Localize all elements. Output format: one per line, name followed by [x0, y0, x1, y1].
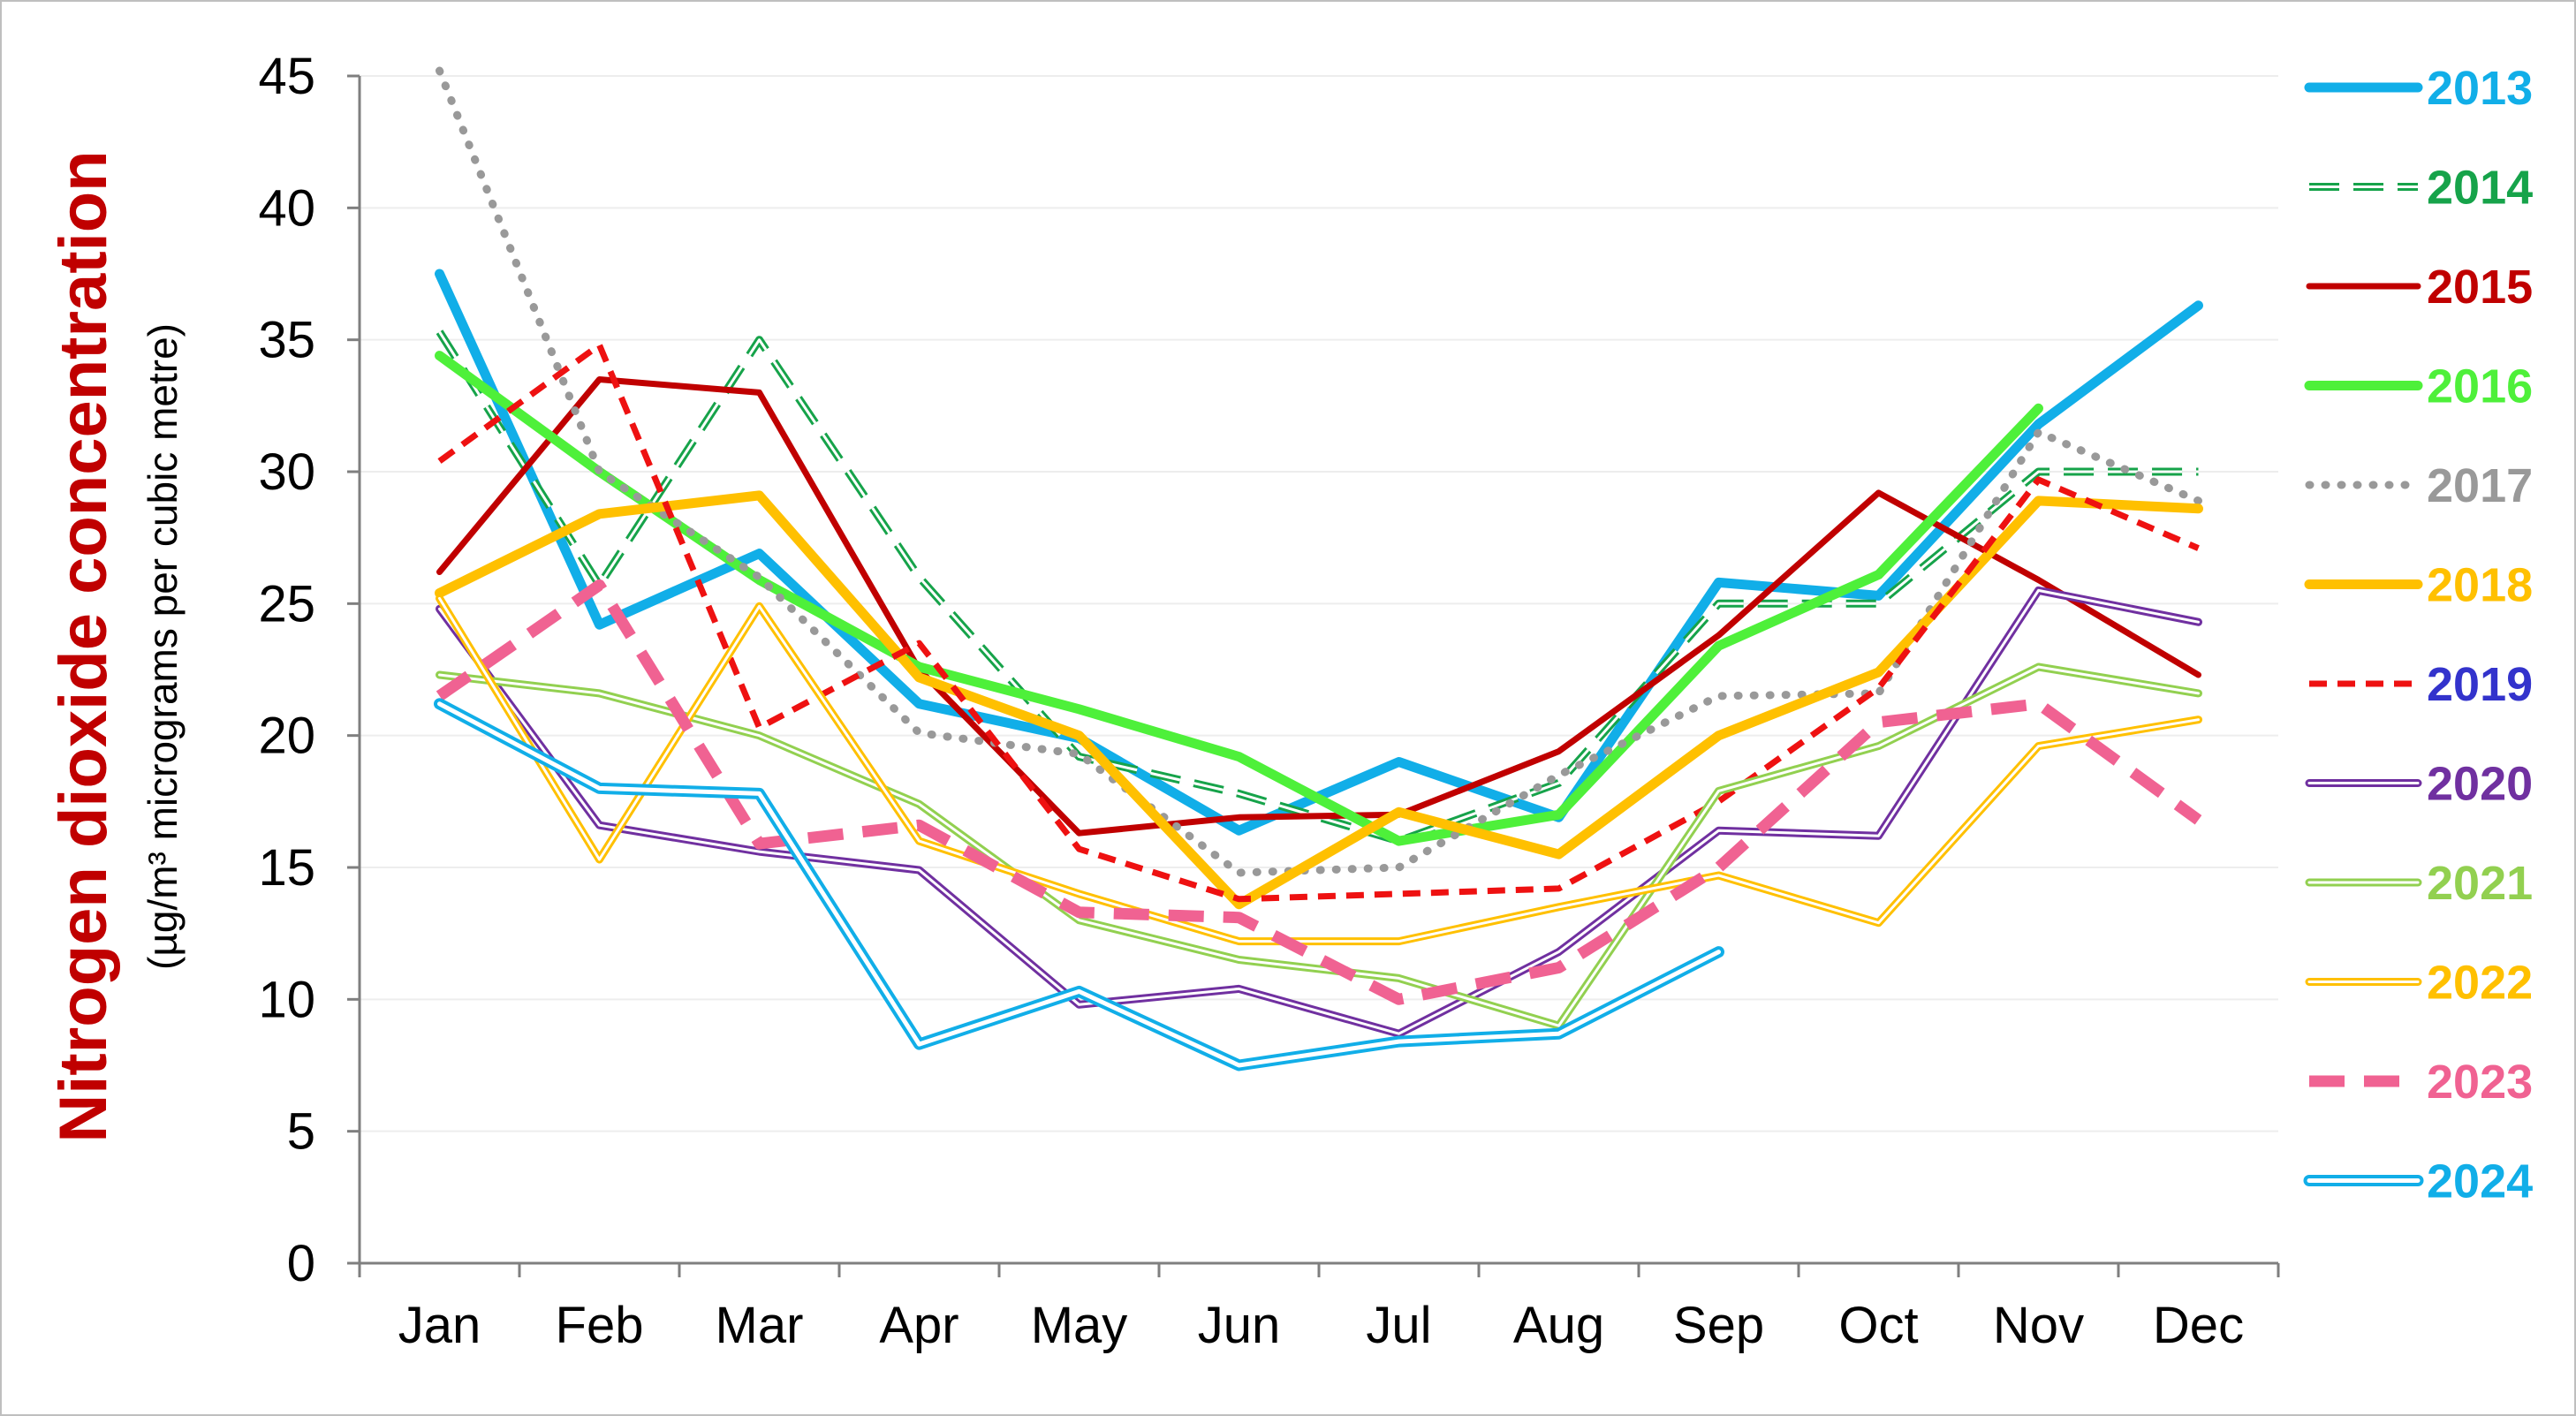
legend-item-2022: 2022	[2305, 957, 2533, 1010]
legend-label: 2023	[2427, 1056, 2533, 1109]
legend-label: 2019	[2427, 658, 2533, 711]
x-tick-label: Jun	[1198, 1297, 1281, 1354]
legend: 2013 2014 2015 2016 2017 2018 2019 2020 2021 2022…	[2303, 62, 2533, 1208]
y-tick-label: 5	[287, 1103, 315, 1161]
series-line-2020	[436, 586, 2202, 1038]
y-tick-label: 20	[258, 708, 315, 765]
legend-label: 2022	[2427, 957, 2533, 1010]
series-line-2015	[436, 376, 2201, 837]
legend-label: 2024	[2427, 1155, 2533, 1208]
series-line-2021	[436, 663, 2202, 1030]
legend-item-2017: 2017	[2305, 459, 2533, 512]
series-lines	[434, 66, 2203, 1071]
series-line-2024	[434, 698, 1724, 1071]
legend-item-2014: 2014	[2309, 162, 2533, 215]
legend-label: 2015	[2427, 261, 2533, 314]
y-tick-label: 15	[258, 839, 315, 897]
axes: 0 5 10 15 20 25 30 35 40 45 Jan Feb Mar Apr May Jun Jul A…	[258, 48, 2280, 1354]
legend-item-2019: 2019	[2309, 658, 2533, 711]
x-tick-label: Nov	[1993, 1297, 2084, 1354]
legend-label: 2020	[2427, 758, 2533, 811]
series-line-2019	[437, 342, 2200, 903]
series-line-2018	[435, 490, 2203, 910]
y-tick-label: 35	[258, 312, 315, 369]
legend-label: 2016	[2427, 360, 2533, 413]
legend-item-2021: 2021	[2305, 857, 2533, 910]
y-tick-label: 45	[258, 48, 315, 105]
y-tick-label: 40	[258, 179, 315, 237]
x-tick-label: Oct	[1838, 1297, 1918, 1354]
legend-label: 2021	[2427, 857, 2533, 910]
x-tick-label: Jul	[1366, 1297, 1431, 1354]
legend-item-2024: 2024	[2303, 1155, 2533, 1208]
legend-item-2020: 2020	[2305, 758, 2533, 811]
legend-label: 2014	[2427, 162, 2533, 215]
y-tick-label: 25	[258, 575, 315, 632]
y-tick-label: 10	[258, 971, 315, 1028]
legend-item-2013: 2013	[2304, 62, 2533, 115]
legend-label: 2017	[2427, 459, 2533, 512]
y-tick-label: 0	[287, 1235, 315, 1292]
legend-item-2018: 2018	[2304, 559, 2533, 612]
legend-label: 2013	[2427, 62, 2533, 115]
x-tick-label: Mar	[716, 1297, 804, 1354]
legend-item-2023: 2023	[2309, 1056, 2533, 1109]
series-line-2022	[436, 594, 2202, 946]
y-axis-subtitle: (µg/m³ micrograms per cubic metre)	[140, 323, 186, 970]
x-tick-label: May	[1031, 1297, 1128, 1354]
x-tick-label: Apr	[879, 1297, 958, 1354]
x-tick-label: Feb	[556, 1297, 644, 1354]
series-line-2014	[436, 329, 2199, 845]
y-tick-label: 30	[258, 443, 315, 501]
legend-label: 2018	[2427, 559, 2533, 612]
x-tick-label: Dec	[2153, 1297, 2244, 1354]
series-line-2023	[436, 579, 2202, 1005]
x-tick-label: Aug	[1513, 1297, 1604, 1354]
legend-item-2015: 2015	[2306, 261, 2533, 314]
x-tick-label: Jan	[398, 1297, 481, 1354]
legend-item-2016: 2016	[2304, 360, 2533, 413]
x-tick-label: Sep	[1673, 1297, 1764, 1354]
y-axis-title: Nitrogen dioxide concentration	[46, 150, 121, 1142]
